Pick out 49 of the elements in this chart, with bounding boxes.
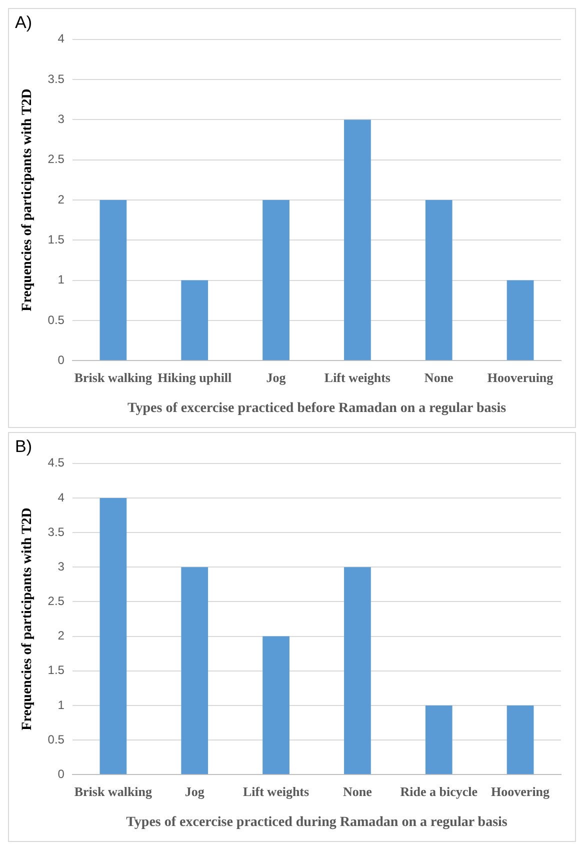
- bar: [262, 636, 290, 774]
- y-tick-label: 0: [58, 352, 65, 367]
- y-tick-label: 1.5: [48, 663, 65, 678]
- y-tick-label: 4.5: [48, 456, 65, 470]
- bar: [181, 280, 208, 360]
- x-axis-title: Types of excercise practiced during Ramadan on a regular basis: [126, 815, 508, 830]
- chart-title: A): [15, 12, 32, 32]
- x-tick-label: None: [424, 370, 454, 385]
- x-tick-label: Ride a bicycle: [400, 784, 478, 799]
- y-tick-label: 2: [58, 192, 65, 206]
- x-tick-label: Lift weights: [242, 784, 310, 799]
- x-tick-label: Brisk walking: [74, 784, 153, 799]
- x-tick-label: Hoovering: [491, 784, 550, 799]
- y-tick-label: 1.5: [48, 232, 65, 246]
- bar: [100, 200, 127, 360]
- y-tick-label: 3: [58, 559, 65, 574]
- x-tick-label: Brisk walking: [74, 370, 153, 385]
- x-tick-label: Jog: [184, 784, 205, 799]
- x-tick-label: Hooveruing: [487, 370, 554, 385]
- y-tick-label: 3.5: [48, 72, 65, 86]
- x-tick-label: Hiking uphill: [158, 370, 232, 385]
- y-tick-label: 0.5: [48, 732, 65, 746]
- y-axis-title: Frequencies of participants with T2D: [20, 508, 36, 730]
- bar: [425, 200, 452, 360]
- y-tick-label: 1: [58, 272, 65, 287]
- bar: [100, 498, 127, 774]
- bar: [506, 280, 534, 360]
- bar: [262, 200, 290, 360]
- y-tick-label: 0.5: [48, 312, 65, 327]
- y-tick-label: 1: [58, 698, 65, 712]
- chart-title: B): [15, 436, 32, 456]
- y-tick-label: 3: [58, 112, 65, 126]
- y-axis-title: Frequencies of participants with T2D: [20, 88, 36, 312]
- x-tick-label: Lift weights: [324, 370, 390, 385]
- y-tick-label: 2: [58, 628, 65, 643]
- x-axis-title: Types of excercise practiced before Ramadan on a regular basis: [127, 401, 507, 416]
- y-tick-label: 0: [58, 766, 65, 781]
- bar: [425, 705, 452, 774]
- bar: [506, 705, 534, 774]
- y-tick-label: 4: [58, 32, 65, 46]
- bar: [181, 567, 208, 774]
- bar: [344, 567, 371, 774]
- y-tick-label: 2.5: [48, 152, 65, 166]
- x-tick-label: Jog: [266, 370, 286, 385]
- y-tick-label: 4: [58, 490, 65, 504]
- y-tick-label: 2.5: [48, 594, 65, 608]
- bar: [344, 120, 371, 360]
- y-tick-label: 3.5: [48, 524, 65, 539]
- x-tick-label: None: [343, 784, 372, 799]
